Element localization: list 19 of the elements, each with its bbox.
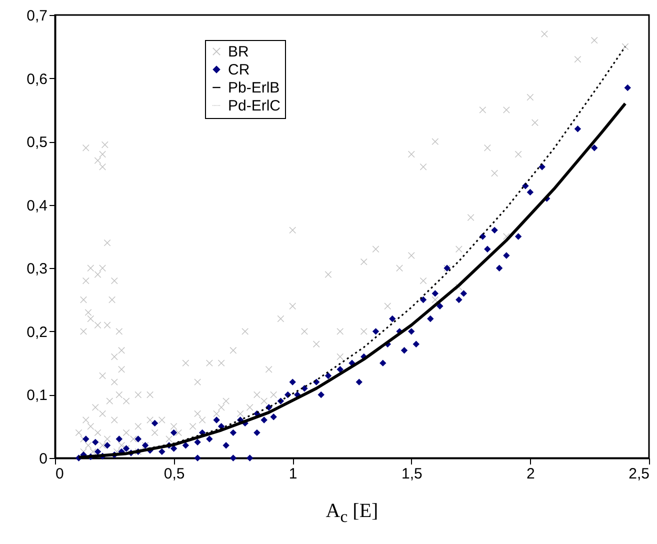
x-tick-label: 1,5 (401, 466, 422, 482)
x-tick-label: 2 (526, 466, 535, 482)
legend-label: BR (228, 44, 250, 60)
y-tick-label: 0,4 (26, 197, 48, 214)
y-tick-label: 0,7 (26, 8, 48, 24)
legend-label: CR (228, 62, 250, 78)
x-tick-label: 0 (56, 466, 64, 482)
y-tick-label: 0,1 (26, 387, 48, 404)
y-tick-label: 0,6 (26, 70, 48, 88)
y-tick-label: 0,2 (26, 324, 48, 341)
x-tick-label: 2,5 (628, 466, 650, 482)
y-tick-label: 0 (39, 450, 48, 468)
x-tick-label: 1 (288, 466, 298, 482)
x-axis-title: A$_{c}$ [E] (324, 500, 380, 527)
x-tick-label: 0,5 (164, 466, 185, 482)
legend-label: Pd-ErlC (228, 98, 281, 114)
y-tick-label: 0,5 (26, 134, 48, 152)
y-tick-label: 0,3 (26, 260, 48, 278)
legend-label: Pb-ErlB (228, 80, 280, 96)
